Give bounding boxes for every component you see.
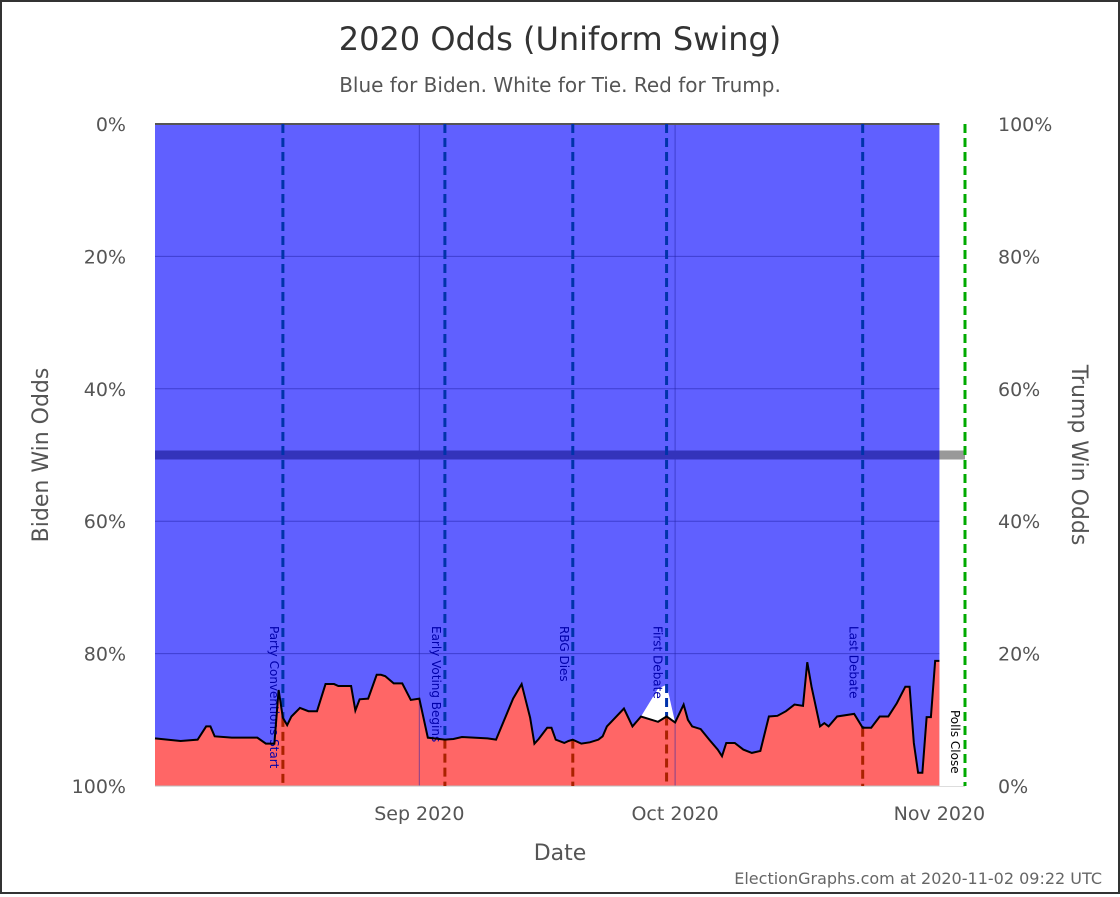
- event-markers: Party Conventions Start Early Voting Begi…: [267, 124, 967, 786]
- axis-ticks: 0% 20% 40% 60% 80% 100% 100% 80% 60% 40% 20% 0% Sep …: [72, 114, 1053, 825]
- event-label: Party Conventions Start: [267, 626, 281, 769]
- right-tick-label: 100%: [998, 114, 1052, 136]
- right-tick-label: 80%: [998, 246, 1040, 268]
- left-tick-label: 60%: [84, 511, 126, 533]
- event-label: Last Debate: [847, 626, 861, 699]
- trump-area: [155, 660, 940, 786]
- left-tick-label: 100%: [72, 776, 126, 798]
- odds-outline: [154, 659, 940, 774]
- event-label: RBG Dies: [557, 626, 571, 682]
- polls-close-label-bg: [939, 700, 963, 786]
- left-tick-label: 0%: [96, 114, 126, 136]
- left-tick-label: 40%: [84, 379, 126, 401]
- polls-close-label: Polls Close: [948, 710, 962, 774]
- odds-areas: [155, 660, 940, 786]
- y-axis-label-right: Trump Win Odds: [1066, 364, 1091, 546]
- left-tick-label: 20%: [84, 246, 126, 268]
- event-label: First Debate: [651, 626, 665, 699]
- y-axis-label-left: Biden Win Odds: [29, 368, 54, 543]
- chart-subtitle: Blue for Biden. White for Tie. Red for T…: [339, 73, 781, 97]
- right-tick-label: 40%: [998, 511, 1040, 533]
- right-tick-label: 60%: [998, 379, 1040, 401]
- grid-lines: [155, 123, 965, 787]
- x-tick-label: Oct 2020: [631, 803, 718, 825]
- trump-odds-line: [154, 659, 940, 774]
- left-tick-label: 80%: [84, 644, 126, 666]
- right-tick-label: 20%: [998, 644, 1040, 666]
- right-tick-label: 0%: [998, 776, 1028, 798]
- event-label: Early Voting Begins: [429, 626, 443, 742]
- credit-text: ElectionGraphs.com at 2020-11-02 09:22 U…: [734, 869, 1102, 888]
- x-tick-label: Nov 2020: [894, 803, 985, 825]
- x-tick-label: Sep 2020: [374, 803, 464, 825]
- x-axis-label: Date: [534, 841, 587, 866]
- chart-title: 2020 Odds (Uniform Swing): [339, 20, 782, 58]
